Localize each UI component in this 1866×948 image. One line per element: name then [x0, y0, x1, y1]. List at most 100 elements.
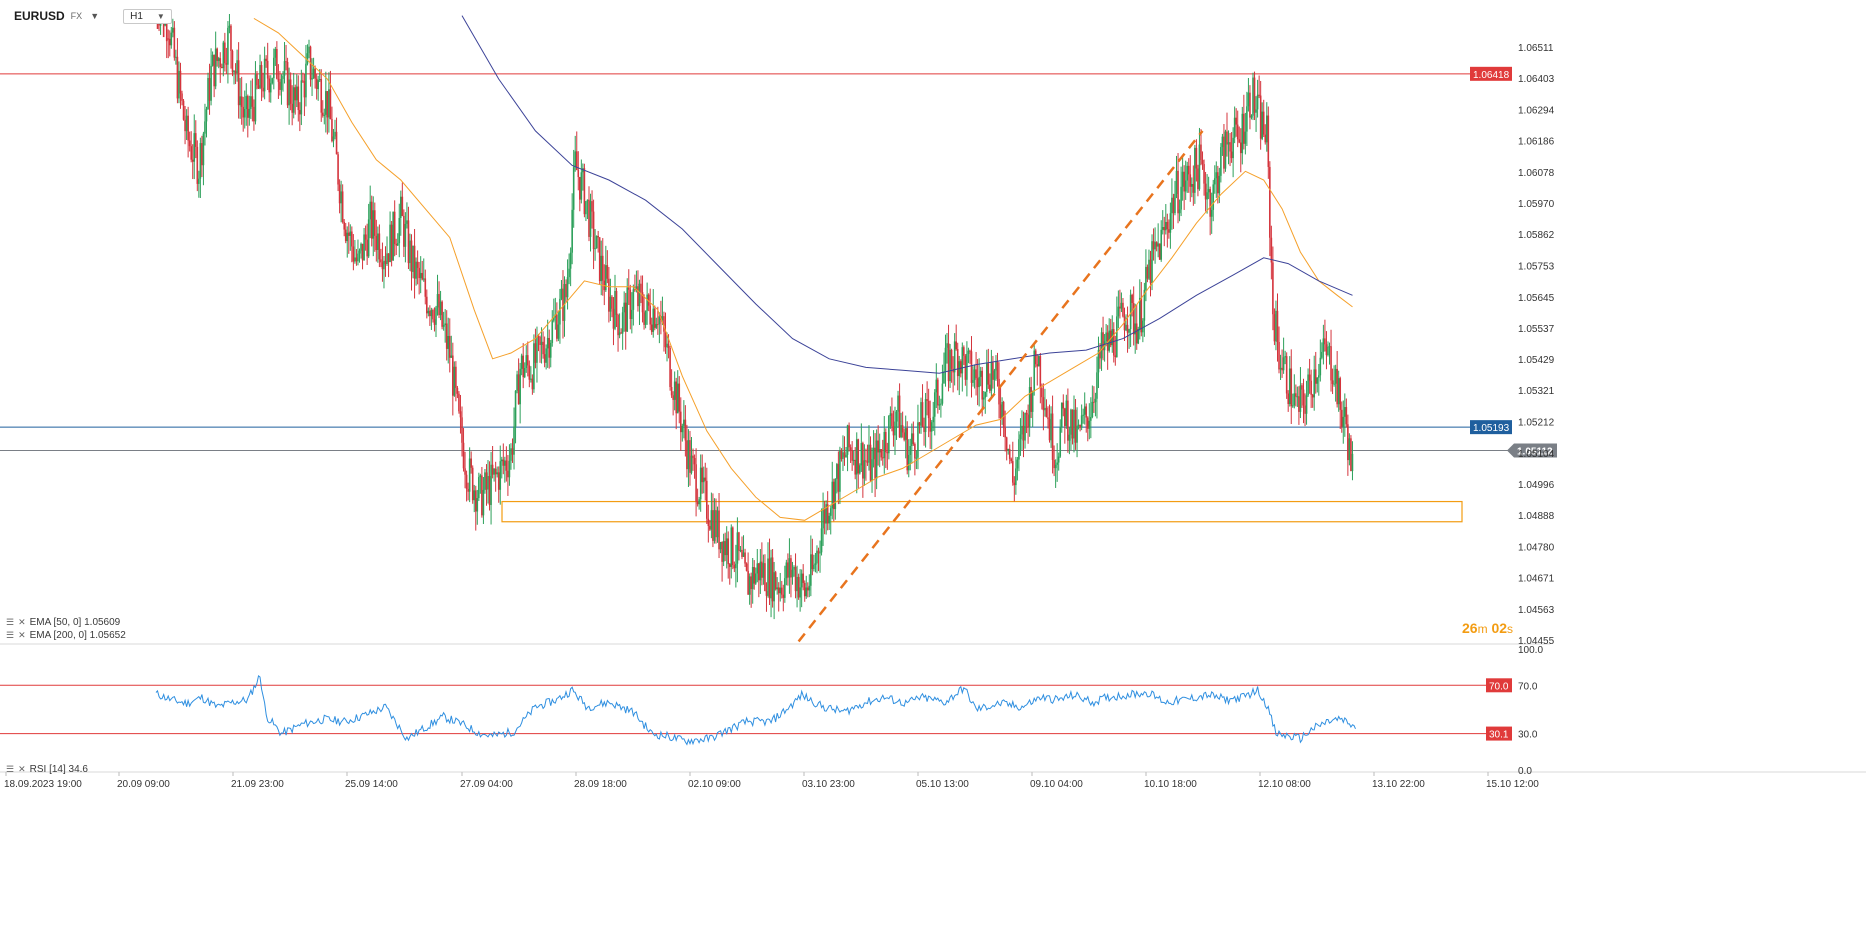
candles	[156, 14, 1354, 620]
candle-body	[842, 452, 844, 459]
candle-body	[698, 499, 700, 505]
candle-body	[401, 196, 404, 216]
candle-body	[1086, 417, 1089, 429]
candle-body	[1299, 385, 1302, 412]
candle-body	[1005, 437, 1008, 451]
candle-body	[179, 70, 182, 94]
candle-body	[790, 558, 792, 578]
candle-body	[1191, 183, 1193, 187]
candle-body	[764, 563, 766, 591]
candle-body	[354, 257, 356, 262]
candle-body	[253, 106, 255, 122]
settings-icon[interactable]: ☰	[6, 630, 15, 640]
candle-body	[185, 115, 188, 132]
candle-body	[803, 582, 806, 597]
candle-body	[1212, 184, 1215, 210]
candle-body	[629, 289, 632, 320]
close-icon[interactable]: ✕	[18, 617, 26, 627]
candle-body	[940, 403, 942, 405]
candle-body	[770, 557, 772, 599]
candle-body	[461, 417, 463, 443]
candle-body	[750, 576, 752, 589]
close-icon[interactable]: ✕	[18, 630, 26, 640]
candle-body	[852, 459, 855, 461]
candle-body	[825, 504, 827, 524]
candle-body	[1154, 242, 1156, 250]
candle-body	[243, 109, 246, 118]
candle-body	[1012, 461, 1014, 483]
candle-body	[1301, 385, 1303, 390]
candle-body	[340, 191, 342, 204]
candle-body	[323, 114, 326, 116]
candle-body	[863, 460, 866, 479]
candle-body	[1018, 439, 1020, 460]
close-icon[interactable]: ✕	[18, 764, 26, 774]
candle-body	[1264, 134, 1267, 143]
candle-body	[1270, 237, 1273, 263]
candle-body	[1334, 368, 1337, 384]
candle-body	[1348, 438, 1351, 461]
rsi-legend[interactable]: ☰ ✕ RSI [14] 34.6	[6, 764, 88, 775]
candle-body	[1304, 405, 1306, 414]
candle-body	[528, 365, 531, 380]
candle-body	[276, 49, 278, 79]
candle-body	[944, 347, 947, 372]
countdown-minutes: 26	[1462, 620, 1478, 636]
candle-body	[880, 449, 883, 458]
candle-body	[1060, 402, 1063, 428]
candle-body	[1201, 160, 1204, 165]
candle-body	[488, 476, 491, 505]
candle-body	[1218, 175, 1221, 194]
timeframe-select[interactable]: H1 ▼	[123, 8, 172, 24]
candle-body	[329, 89, 332, 120]
candle-body	[1183, 171, 1185, 192]
candle-body	[1210, 209, 1213, 217]
candle-body	[1302, 389, 1305, 406]
candle-body	[598, 237, 601, 282]
candle-body	[549, 342, 552, 358]
candle-body	[1138, 297, 1141, 330]
candle-body	[927, 400, 930, 419]
candle-body	[438, 294, 440, 316]
price-level-label: 1.06418	[1473, 70, 1510, 81]
candle-body	[657, 324, 659, 326]
candle-body	[614, 291, 616, 329]
candle-body	[1171, 197, 1173, 214]
candle-body	[1269, 166, 1271, 238]
candle-body	[1093, 401, 1095, 403]
candle-body	[577, 169, 580, 178]
candle-body	[1083, 406, 1086, 415]
candle-body	[808, 585, 811, 591]
candle-body	[245, 96, 248, 110]
symbol-label[interactable]: EURUSD	[14, 9, 65, 23]
candle-body	[271, 78, 274, 84]
settings-icon[interactable]: ☰	[6, 617, 15, 627]
candle-body	[1238, 139, 1241, 143]
candle-body	[381, 262, 384, 270]
candle-body	[240, 96, 243, 107]
candle-body	[1074, 409, 1077, 443]
settings-icon[interactable]: ☰	[6, 764, 15, 774]
candle-body	[793, 566, 795, 570]
ema50-legend[interactable]: ☰ ✕ EMA [50, 0] 1.05609	[6, 617, 120, 628]
candle-body	[1207, 189, 1210, 193]
chevron-down-icon[interactable]: ▼	[90, 11, 100, 21]
candle-body	[722, 541, 725, 562]
candle-body	[588, 199, 590, 237]
candle-body	[230, 25, 232, 51]
ema200-legend[interactable]: ☰ ✕ EMA [200, 0] 1.05652	[6, 630, 126, 641]
candle-body	[797, 576, 800, 598]
candle-body	[1047, 417, 1049, 420]
candle-body	[1119, 306, 1121, 309]
candle-body	[669, 348, 671, 387]
candle-body	[216, 48, 218, 62]
support-zone	[501, 500, 1463, 523]
candle-body	[386, 253, 388, 265]
y-tick-label: 1.04888	[1518, 511, 1555, 522]
candle-body	[1288, 368, 1291, 405]
candle-body	[234, 70, 237, 74]
candle-body	[756, 563, 759, 574]
candle-body	[823, 508, 826, 524]
candle-body	[201, 143, 203, 166]
